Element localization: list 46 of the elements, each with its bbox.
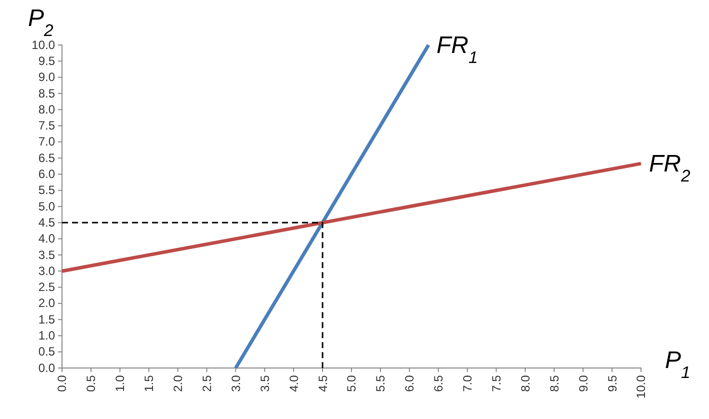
x-tick-label: 10.0 — [634, 374, 648, 399]
y-tick-label: 0.0 — [38, 360, 56, 375]
x-tick-label: 1.0 — [113, 374, 128, 392]
y-tick-label: 1.5 — [38, 312, 56, 326]
y-tick-label: 3.0 — [38, 264, 56, 278]
y-tick-label: 7.0 — [38, 134, 56, 149]
y-tick-label: 8.5 — [38, 86, 56, 100]
y-tick-label: 10.0 — [32, 38, 56, 52]
y-tick-label: 9.5 — [38, 54, 56, 68]
x-tick-label: 8.5 — [547, 374, 562, 392]
series-label: FR$_{2}$ — [649, 150, 691, 186]
y-tick-label: 9.0 — [38, 70, 56, 84]
x-tick-label: 2.0 — [171, 374, 185, 392]
y-tick-label: 7.5 — [38, 118, 56, 133]
x-tick-label: 2.5 — [200, 374, 214, 392]
x-tick-label: 3.0 — [228, 374, 243, 392]
x-tick-label: 4.5 — [316, 374, 330, 392]
x-tick-label: 4.0 — [286, 374, 301, 392]
y-tick-label: 2.0 — [38, 296, 56, 310]
x-tick-label: 0.5 — [84, 374, 98, 392]
y-tick-label: 1.0 — [38, 328, 56, 343]
x-tick-label: 0.0 — [55, 374, 70, 392]
x-tick-label: 9.0 — [576, 374, 590, 392]
x-tick-label: 1.5 — [142, 374, 156, 392]
y-tick-label: 4.0 — [38, 232, 56, 246]
x-tick-label: 7.5 — [489, 374, 504, 392]
x-tick-label: 3.5 — [258, 374, 272, 392]
y-tick-label: 2.5 — [38, 280, 56, 294]
series-label: FR$_{1}$ — [436, 32, 478, 66]
x-axis-title: P$_{1}$ — [665, 347, 690, 382]
y-axis-title: P$_{2}$ — [28, 5, 54, 40]
x-tick-label: 7.0 — [460, 374, 474, 392]
x-tick-label: 5.0 — [344, 374, 359, 392]
y-tick-label: 4.5 — [38, 215, 56, 230]
x-tick-label: 8.0 — [518, 374, 532, 392]
y-tick-label: 0.5 — [38, 344, 56, 359]
x-tick-label: 9.5 — [605, 374, 620, 392]
x-tick-label: 5.5 — [374, 374, 388, 392]
y-tick-label: 5.0 — [38, 199, 56, 214]
y-tick-label: 5.5 — [38, 183, 56, 198]
x-tick-label: 6.5 — [432, 374, 446, 392]
y-tick-label: 6.5 — [38, 150, 56, 165]
y-tick-label: 6.0 — [38, 167, 56, 182]
y-tick-label: 8.0 — [38, 102, 56, 116]
y-tick-label: 3.5 — [38, 248, 56, 262]
x-tick-label: 6.0 — [402, 374, 417, 392]
